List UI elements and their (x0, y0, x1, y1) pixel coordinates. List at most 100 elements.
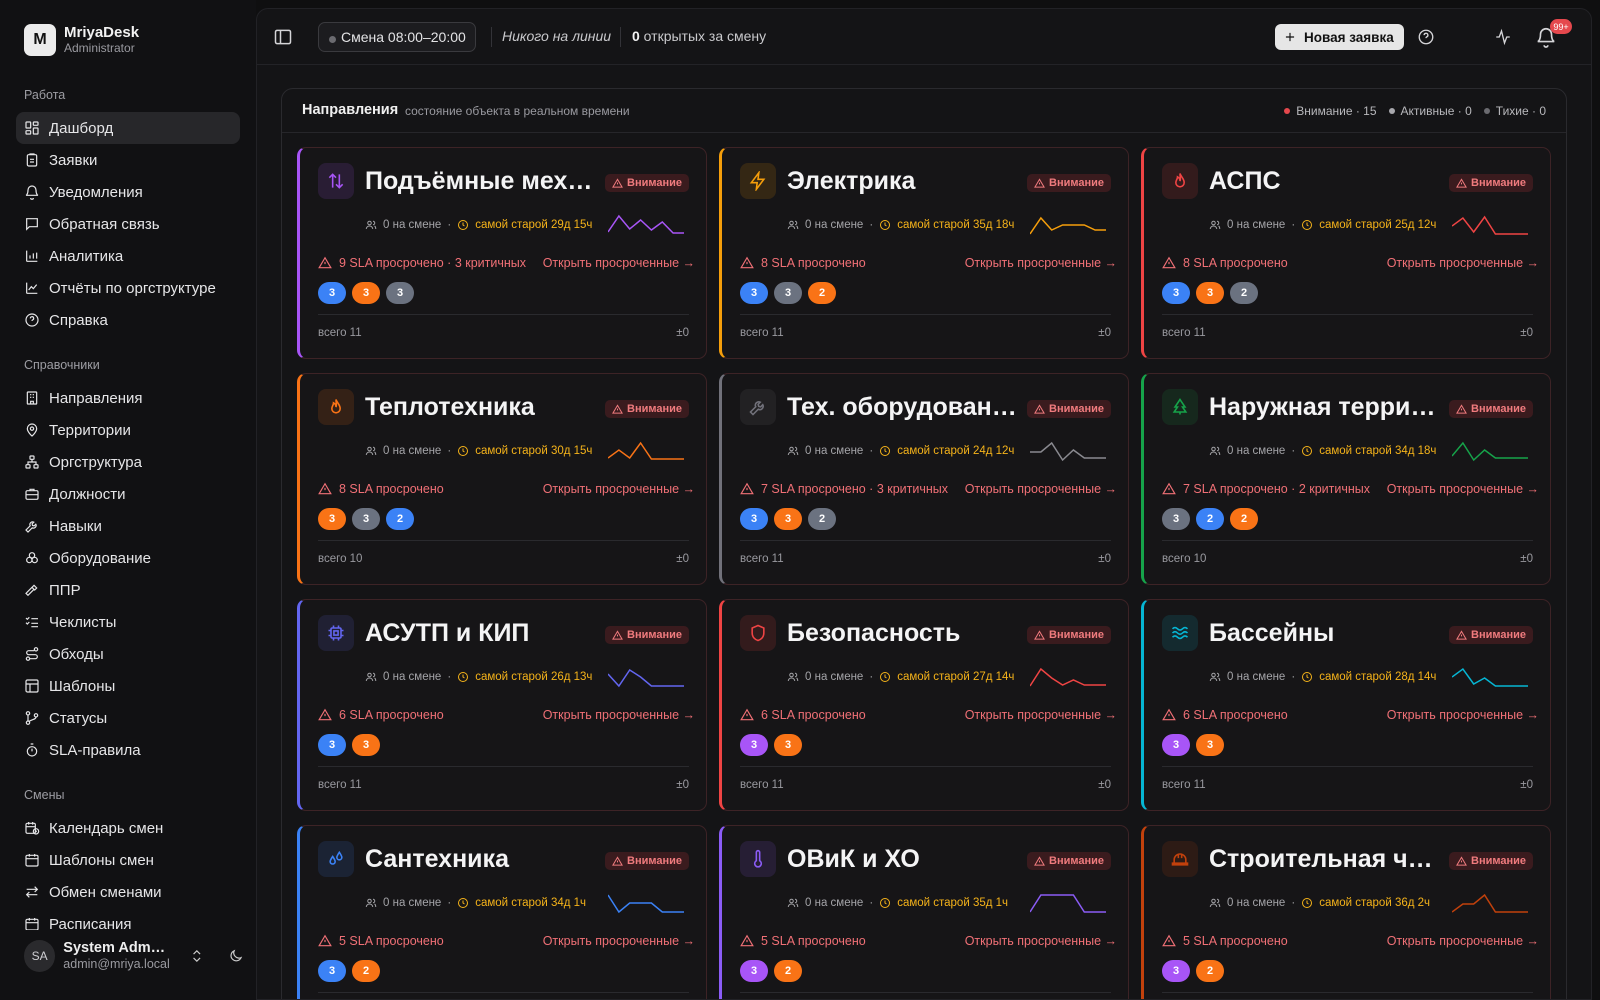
sidebar-item[interactable]: Статусы (16, 702, 240, 734)
git-branch-icon (25, 711, 39, 725)
activity-icon[interactable] (1494, 28, 1512, 46)
direction-card[interactable]: АСПС Внимание 0 на смене · самой старой … (1141, 147, 1551, 359)
new-ticket-button[interactable]: Новая заявка (1275, 24, 1404, 50)
hard-hat-icon (1171, 853, 1189, 866)
sidebar-toggle-icon[interactable] (273, 27, 293, 47)
sidebar-item-label: Календарь смен (49, 819, 164, 837)
sidebar-item[interactable]: Чеклисты (16, 606, 240, 638)
user-menu[interactable]: SA System Administrator admin@mriya.loca… (24, 940, 244, 972)
legend-attention[interactable]: Внимание · 15 (1284, 104, 1377, 118)
sparkline-line (1452, 441, 1528, 462)
sidebar-item[interactable]: Оргструктура (16, 446, 240, 478)
count-chip: 2 (352, 960, 380, 982)
sidebar-item[interactable]: Справка (16, 304, 240, 336)
divider (491, 27, 492, 47)
direction-card[interactable]: Наружная территория Внимание 0 на смене … (1141, 373, 1551, 585)
sidebar-item[interactable]: Направления (16, 382, 240, 414)
thermometer-icon (753, 849, 763, 868)
direction-card[interactable]: Теплотехника Внимание 0 на смене · самой… (297, 373, 707, 585)
sidebar-item[interactable]: Оборудование (16, 542, 240, 574)
sidebar-item[interactable]: Территории (16, 414, 240, 446)
tree-icon (1172, 398, 1188, 415)
legend-quiet[interactable]: Тихие · 0 (1483, 104, 1546, 118)
sparkline-line (1030, 894, 1106, 913)
help-icon[interactable] (1417, 28, 1435, 46)
sidebar-item[interactable]: Аналитика (16, 240, 240, 272)
sidebar-item[interactable]: Обмен сменами (16, 876, 240, 908)
direction-card[interactable]: Тех. оборудование Внимание 0 на смене · … (719, 373, 1129, 585)
open-overdue-link[interactable]: Открыть просроченные → (964, 934, 1117, 948)
direction-card[interactable]: Безопасность Внимание 0 на смене · самой… (719, 599, 1129, 811)
open-overdue-link[interactable]: Открыть просроченные → (542, 482, 695, 496)
sla-row: 6 SLA просрочено Открыть просроченные → (318, 707, 695, 723)
dashboard-icon (25, 121, 39, 135)
on-shift-count: 0 на смене (383, 219, 442, 231)
sidebar-item[interactable]: Шаблоны (16, 670, 240, 702)
open-overdue-link[interactable]: Открыть просроченные → (542, 256, 695, 270)
oldest-ticket-age: самой старой 29д 15ч (475, 219, 593, 231)
direction-card[interactable]: Бассейны Внимание 0 на смене · самой ста… (1141, 599, 1551, 811)
sidebar-item[interactable]: Обратная связь (16, 208, 240, 240)
sidebar-item[interactable]: Заявки (16, 144, 240, 176)
sidebar-item[interactable]: Дашборд (16, 112, 240, 144)
sidebar-item[interactable]: Шаблоны смен (16, 844, 240, 876)
nav-group-label: Смены (24, 788, 65, 802)
legend-active[interactable]: Активные · 0 (1388, 104, 1472, 118)
shift-badge[interactable]: Смена 08:00–20:00 (318, 22, 476, 52)
direction-icon-box (318, 615, 354, 651)
panel-subtitle: состояние объекта в реальном времени (405, 104, 630, 118)
direction-cards-grid: Подъёмные механизмы Внимание 0 на смене … (297, 147, 1551, 999)
direction-card[interactable]: Сантехника Внимание 0 на смене · самой с… (297, 825, 707, 999)
users-icon (787, 446, 799, 456)
sidebar-item[interactable]: Должности (16, 478, 240, 510)
open-overdue-link[interactable]: Открыть просроченные → (1386, 934, 1539, 948)
direction-card[interactable]: Электрика Внимание 0 на смене · самой ст… (719, 147, 1129, 359)
direction-card[interactable]: ОВиК и ХО Внимание 0 на смене · самой ст… (719, 825, 1129, 999)
sidebar-item[interactable]: Расписания (16, 908, 240, 930)
sidebar-item-label: Статусы (49, 709, 108, 727)
chevrons-up-down-icon[interactable] (189, 948, 205, 964)
sidebar-item[interactable]: Уведомления (16, 176, 240, 208)
sidebar-item[interactable]: Обходы (16, 638, 240, 670)
open-overdue-link[interactable]: Открыть просроченные → (1386, 708, 1539, 722)
direction-card[interactable]: Подъёмные механизмы Внимание 0 на смене … (297, 147, 707, 359)
meta-separator: · (869, 897, 874, 909)
notifications-bell-icon[interactable] (1535, 26, 1557, 48)
on-shift-count: 0 на смене (805, 897, 864, 909)
open-overdue-link[interactable]: Открыть просроченные → (964, 482, 1117, 496)
sidebar-item[interactable]: Календарь смен (16, 812, 240, 844)
nav-group: Справочники Направления Территории Оргструк… (0, 358, 256, 766)
sidebar-item[interactable]: ППР (16, 574, 240, 606)
open-overdue-link[interactable]: Открыть просроченные → (964, 256, 1117, 270)
activity-sparkline (608, 668, 684, 688)
open-overdue-link[interactable]: Открыть просроченные → (1386, 482, 1539, 496)
moon-icon[interactable] (228, 948, 244, 964)
clock-icon (1302, 220, 1313, 230)
boxes-icon (26, 552, 38, 564)
open-overdue-link[interactable]: Открыть просроченные → (542, 934, 695, 948)
sidebar-item[interactable]: Навыки (16, 510, 240, 542)
sidebar-item[interactable]: Отчёты по оргструктуре (16, 272, 240, 304)
open-overdue-link[interactable]: Открыть просроченные → (1386, 256, 1539, 270)
open-overdue-link[interactable]: Открыть просроченные → (542, 708, 695, 722)
open-overdue-link[interactable]: Открыть просроченные → (964, 708, 1117, 722)
users-icon (365, 672, 377, 682)
alert-triangle-icon (740, 934, 754, 947)
sidebar-item[interactable]: SLA-правила (16, 734, 240, 766)
count-chip: 2 (1230, 508, 1258, 530)
oldest-ticket-age: самой старой 25д 12ч (1319, 219, 1437, 231)
divider (620, 27, 621, 47)
direction-card[interactable]: АСУТП и КИП Внимание 0 на смене · самой … (297, 599, 707, 811)
brand[interactable]: M MriyaDesk Administrator (24, 24, 139, 56)
status-label: Внимание (627, 629, 682, 641)
sidebar-item-label: Оргструктура (49, 453, 142, 471)
alert-triangle-icon (1456, 629, 1467, 640)
card-footer (318, 992, 689, 999)
activity-sparkline (608, 214, 684, 234)
direction-card[interactable]: Строительная часть Внимание 0 на смене ·… (1141, 825, 1551, 999)
cpu-icon (328, 625, 344, 641)
meta-separator: · (869, 445, 874, 457)
on-shift-count: 0 на смене (383, 445, 442, 457)
